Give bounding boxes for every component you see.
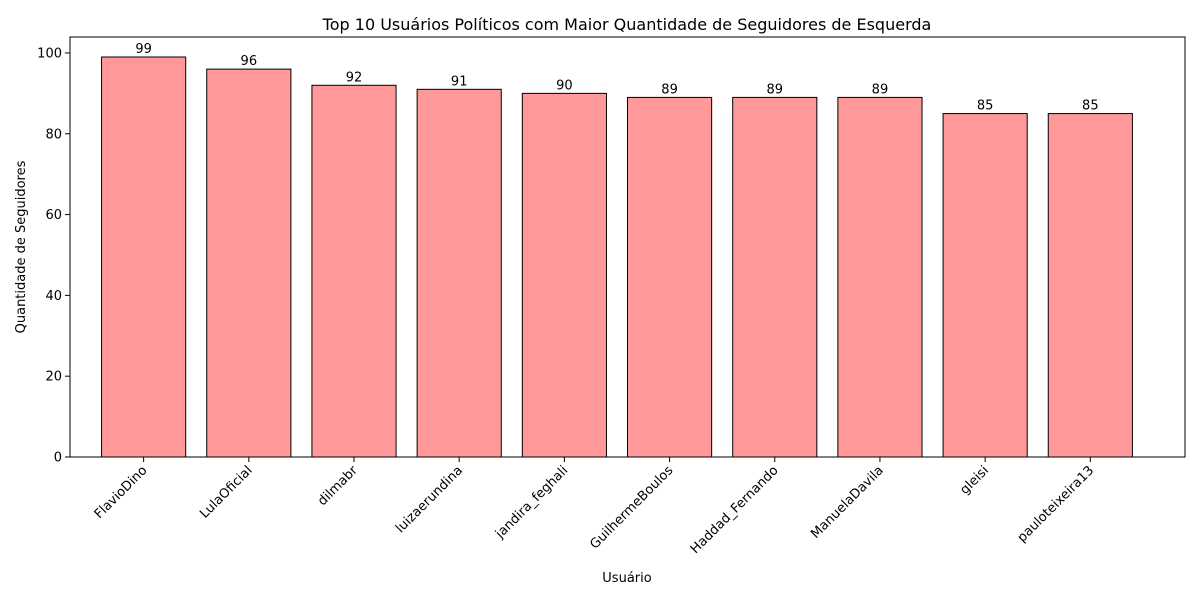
data-label-Haddad_Fernando: 89 <box>766 82 783 97</box>
x-tick-label-ManuelaDavila: ManuelaDavila <box>808 463 887 542</box>
y-tick-label-100: 100 <box>37 46 62 61</box>
y-axis: 0 20 40 60 80 100 <box>37 46 70 466</box>
bars-group <box>101 56 1133 458</box>
data-label-gleisi: 85 <box>977 99 994 114</box>
x-axis-label: Usuário <box>602 571 651 586</box>
data-label-dilmabr: 92 <box>346 70 363 85</box>
bar-Haddad_Fernando <box>732 96 818 458</box>
data-label-LulaOficial: 96 <box>241 54 258 69</box>
y-tick-label-0: 0 <box>54 451 62 466</box>
chart-title: Top 10 Usuários Políticos com Maior Quan… <box>322 15 932 34</box>
x-tick-label-luizaerundina: luizaerundina <box>393 463 466 536</box>
bar-dilmabr <box>311 84 397 458</box>
y-tick-label-60: 60 <box>45 208 62 223</box>
bar-jandira_feghali <box>521 92 607 458</box>
x-tick-label-jandira_feghali: jandira_feghali <box>492 463 571 542</box>
x-tick-label-pauloteixeira13: pauloteixeira13 <box>1015 463 1097 545</box>
bar-gleisi <box>942 113 1028 458</box>
bar-pauloteixeira13 <box>1047 113 1133 458</box>
data-label-GuilhermeBoulos: 89 <box>661 82 678 97</box>
y-axis-label: Quantidade de Seguidores <box>14 160 29 333</box>
x-tick-label-LulaOficial: LulaOficial <box>197 463 255 521</box>
x-tick-label-gleisi: gleisi <box>957 463 992 498</box>
bar-FlavioDino <box>101 56 187 458</box>
bar-luizaerundina <box>416 88 502 458</box>
x-tick-label-Haddad_Fernando: Haddad_Fernando <box>688 463 782 557</box>
x-axis: FlavioDino LulaOficial dilmabr luizaerundin… <box>92 457 1097 557</box>
data-label-pauloteixeira13: 85 <box>1082 99 1099 114</box>
y-tick-label-40: 40 <box>45 289 62 304</box>
data-label-jandira_feghali: 90 <box>556 78 573 93</box>
bar-ManuelaDavila <box>837 96 923 458</box>
data-label-ManuelaDavila: 89 <box>872 82 889 97</box>
x-tick-label-GuilhermeBoulos: GuilhermeBoulos <box>587 463 676 552</box>
bar-LulaOficial <box>206 68 292 458</box>
x-tick-label-dilmabr: dilmabr <box>315 463 361 509</box>
data-label-luizaerundina: 91 <box>451 74 468 89</box>
data-labels-group: 99 96 92 91 90 89 89 89 85 85 <box>135 42 1098 114</box>
plot-frame <box>69 36 1186 458</box>
bar-GuilhermeBoulos <box>627 96 713 458</box>
data-label-FlavioDino: 99 <box>135 42 152 57</box>
y-tick-label-80: 80 <box>45 127 62 142</box>
x-tick-label-FlavioDino: FlavioDino <box>92 463 151 522</box>
y-tick-label-20: 20 <box>45 370 62 385</box>
